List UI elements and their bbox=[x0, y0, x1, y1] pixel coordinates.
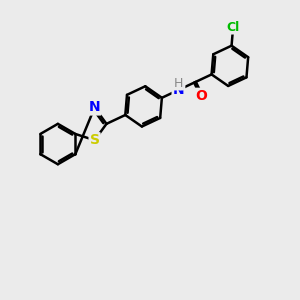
Text: N: N bbox=[89, 100, 100, 115]
Text: Cl: Cl bbox=[226, 20, 240, 34]
Text: O: O bbox=[195, 89, 207, 103]
Text: S: S bbox=[90, 133, 100, 147]
Text: N: N bbox=[172, 83, 184, 97]
Text: H: H bbox=[174, 77, 183, 90]
